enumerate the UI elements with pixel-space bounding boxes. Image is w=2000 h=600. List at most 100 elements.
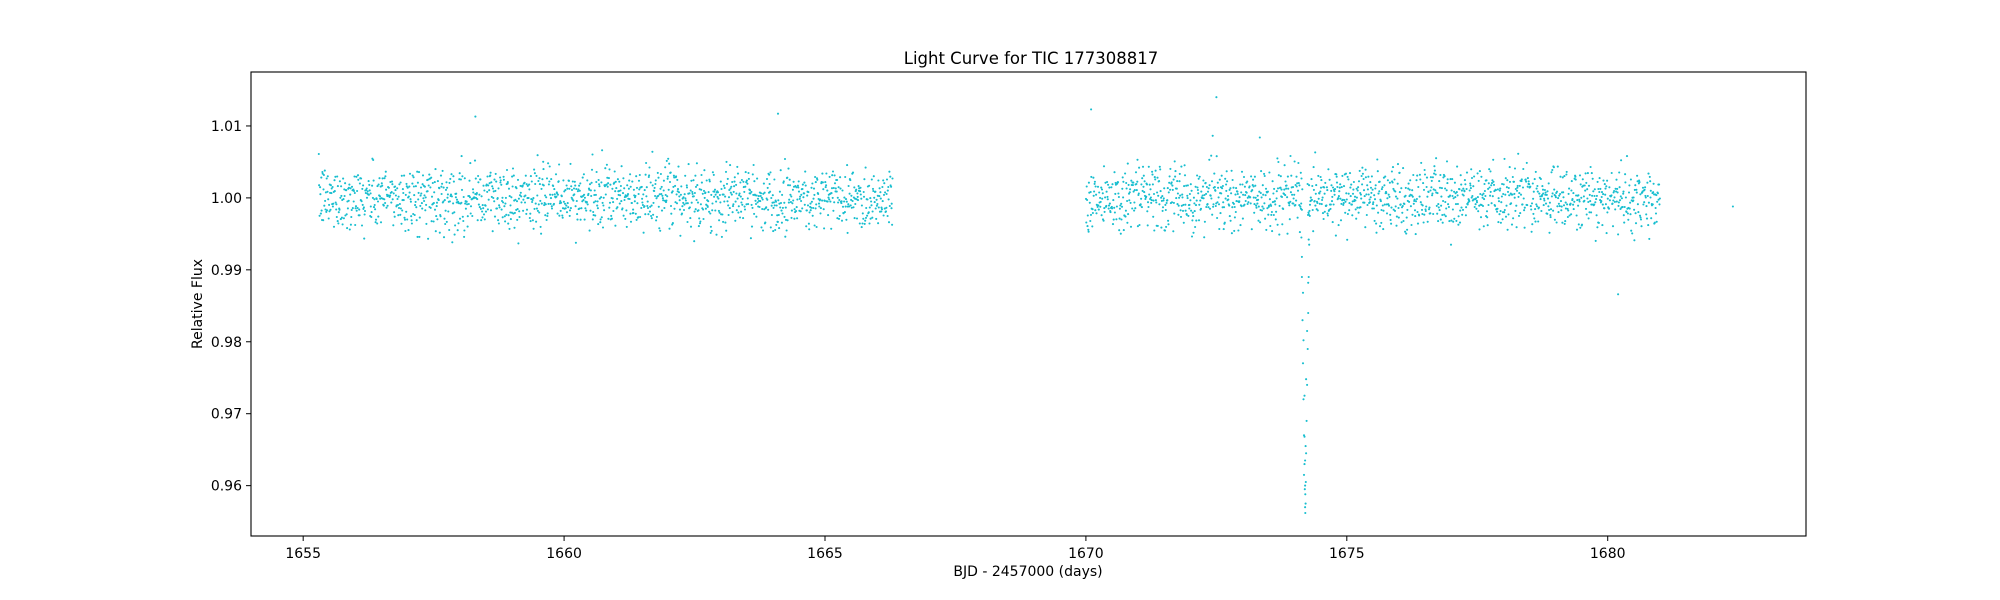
data-point (417, 198, 420, 201)
data-point (374, 208, 377, 211)
data-point (1127, 183, 1130, 186)
data-point (1382, 228, 1385, 231)
data-point (1596, 180, 1599, 183)
data-point (1153, 176, 1156, 179)
data-point (735, 192, 738, 195)
data-point (415, 206, 418, 209)
data-point (1595, 198, 1598, 201)
data-point (349, 187, 352, 190)
data-point (498, 206, 501, 209)
data-point (383, 198, 386, 201)
data-point (745, 179, 748, 182)
data-point (1418, 195, 1421, 198)
data-point (1245, 191, 1248, 194)
data-point (1266, 190, 1269, 193)
data-point (1142, 185, 1145, 188)
data-point (720, 235, 723, 238)
data-point (668, 227, 671, 230)
data-point (1575, 194, 1578, 197)
data-point (1117, 195, 1120, 199)
data-point (824, 181, 827, 184)
data-point (732, 203, 735, 206)
data-point (436, 218, 439, 221)
data-point (685, 202, 688, 205)
data-point (639, 215, 642, 219)
data-point (1422, 188, 1426, 191)
data-point (345, 213, 348, 216)
data-point (1409, 205, 1412, 208)
data-point (1622, 192, 1625, 195)
data-point (333, 179, 336, 182)
data-point (1267, 204, 1271, 207)
data-point (1161, 195, 1164, 198)
data-point (455, 198, 459, 201)
data-point (887, 198, 890, 201)
data-point (675, 175, 678, 178)
data-point (1320, 179, 1323, 182)
data-point (727, 204, 730, 207)
data-point (1152, 199, 1155, 202)
data-point (325, 209, 329, 212)
data-point (1629, 213, 1632, 216)
data-point (501, 216, 504, 219)
data-point (851, 199, 854, 203)
data-point (390, 201, 393, 204)
data-point (1513, 192, 1516, 195)
data-point (474, 177, 477, 180)
data-point (652, 213, 655, 216)
data-point (1361, 172, 1364, 175)
data-point (597, 178, 600, 182)
data-point (637, 216, 640, 219)
data-point (1102, 219, 1105, 222)
data-point (804, 184, 807, 187)
data-point (435, 201, 439, 204)
data-point (1333, 190, 1336, 193)
data-point (630, 201, 633, 205)
data-point (333, 190, 336, 193)
data-point (1126, 199, 1129, 203)
data-point (613, 170, 616, 173)
data-point (1350, 203, 1353, 206)
data-point (1530, 208, 1533, 211)
data-point (1301, 362, 1305, 365)
data-point (1642, 203, 1645, 206)
data-point (790, 216, 793, 219)
data-point (1476, 196, 1479, 199)
data-point (879, 197, 882, 200)
data-point (1349, 186, 1352, 189)
data-point (1214, 189, 1217, 192)
data-point (439, 174, 443, 177)
data-point (1537, 206, 1540, 209)
data-point (427, 184, 430, 187)
data-point (1373, 198, 1377, 201)
data-point (666, 175, 669, 178)
data-point (891, 177, 894, 180)
data-point (536, 194, 539, 197)
data-point (539, 199, 542, 202)
data-point (393, 211, 396, 214)
data-point (1178, 180, 1181, 183)
data-point (1099, 196, 1102, 199)
data-point (640, 185, 643, 188)
data-point (1307, 211, 1310, 214)
data-point (1512, 217, 1515, 220)
data-point (1215, 96, 1218, 99)
data-point (1481, 196, 1484, 199)
data-point (1552, 209, 1555, 212)
data-point (645, 161, 648, 165)
data-point (740, 178, 743, 182)
data-point (843, 211, 846, 214)
data-point (1354, 208, 1357, 211)
data-point (325, 177, 328, 180)
data-point (783, 157, 787, 161)
data-point (863, 178, 866, 181)
data-point (1113, 211, 1116, 214)
data-point (1145, 195, 1148, 198)
data-point (446, 186, 449, 189)
data-point (1111, 207, 1114, 210)
data-point (1577, 223, 1580, 226)
data-point (340, 185, 343, 188)
data-point (1190, 209, 1193, 212)
data-point (774, 200, 778, 203)
data-point (1194, 225, 1197, 229)
